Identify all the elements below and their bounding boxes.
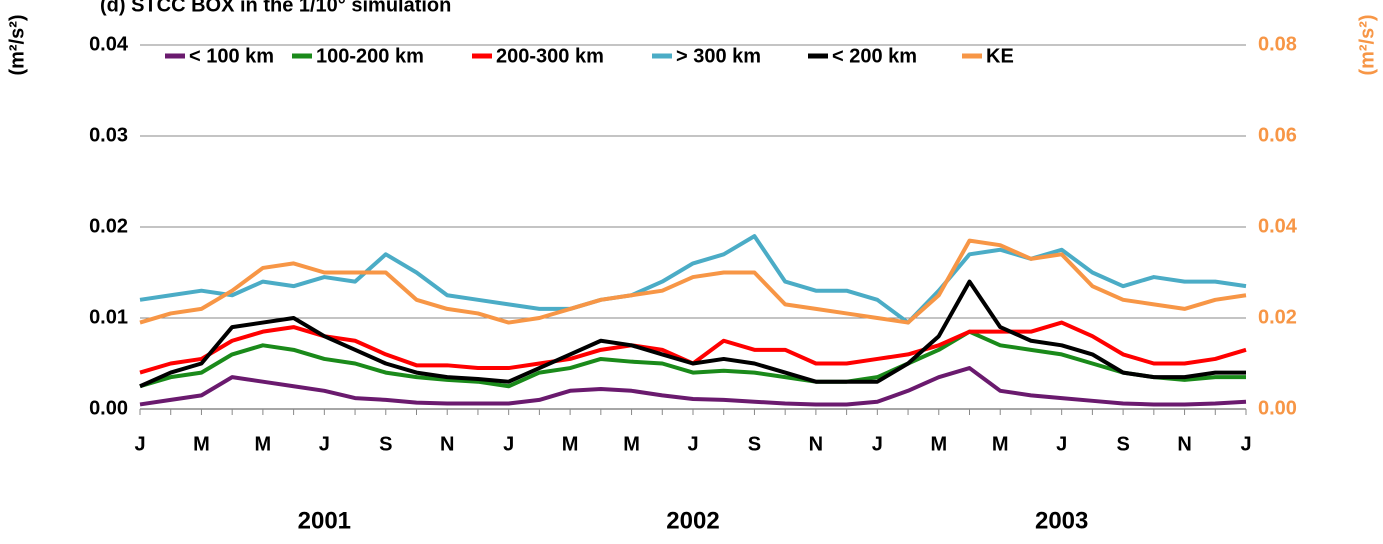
x-tick-label: M: [930, 433, 947, 455]
legend-label: 100-200 km: [316, 45, 424, 67]
y-tick-label: 0.01: [89, 306, 128, 328]
x-tick-label: J: [1056, 433, 1067, 455]
x-tick-label: S: [1116, 433, 1129, 455]
y2-tick-label: 0.02: [1258, 306, 1297, 328]
x-tick-label: M: [193, 433, 210, 455]
x-tick-label: J: [872, 433, 883, 455]
x-tick-label: N: [440, 433, 454, 455]
series-line: [139, 329, 1246, 389]
legend-label: < 200 km: [832, 45, 917, 67]
x-tick-label: J: [319, 433, 330, 455]
series-line: [139, 279, 1246, 389]
y-tick-label: 0.04: [89, 33, 129, 55]
y-axis-title: (m²/s²): [6, 14, 28, 75]
year-label: 2003: [1035, 507, 1088, 534]
x-tick-label: M: [623, 433, 640, 455]
year-label: 2001: [298, 507, 351, 534]
x-tick-label: N: [809, 433, 823, 455]
x-tick-label: M: [992, 433, 1009, 455]
x-tick-label: J: [687, 433, 698, 455]
chart-title: (d) STCC BOX in the 1/10° simulation: [100, 0, 451, 16]
y2-axis-title: (m²/s²): [1356, 14, 1378, 75]
legend-label: 200-300 km: [496, 45, 604, 67]
series-line: [139, 366, 1247, 407]
y-tick-label: 0.00: [89, 397, 128, 419]
series-line: [139, 234, 1247, 325]
legend-label: > 300 km: [676, 45, 761, 67]
year-label: 2002: [666, 507, 719, 534]
x-tick-label: S: [748, 433, 761, 455]
x-tick-label: N: [1177, 433, 1191, 455]
legend-label: < 100 km: [189, 45, 274, 67]
legend-label: KE: [986, 45, 1014, 67]
y-tick-label: 0.03: [89, 124, 128, 146]
x-tick-label: J: [1240, 433, 1251, 455]
x-tick-label: M: [562, 433, 579, 455]
y2-tick-label: 0.00: [1258, 397, 1297, 419]
series-line: [139, 238, 1247, 325]
x-tick-label: M: [255, 433, 272, 455]
y-tick-label: 0.02: [89, 215, 128, 237]
y2-tick-label: 0.06: [1258, 124, 1297, 146]
y2-tick-label: 0.04: [1258, 215, 1298, 237]
x-tick-label: S: [379, 433, 392, 455]
y2-tick-label: 0.08: [1258, 33, 1297, 55]
x-tick-label: J: [503, 433, 514, 455]
x-tick-label: J: [134, 433, 145, 455]
